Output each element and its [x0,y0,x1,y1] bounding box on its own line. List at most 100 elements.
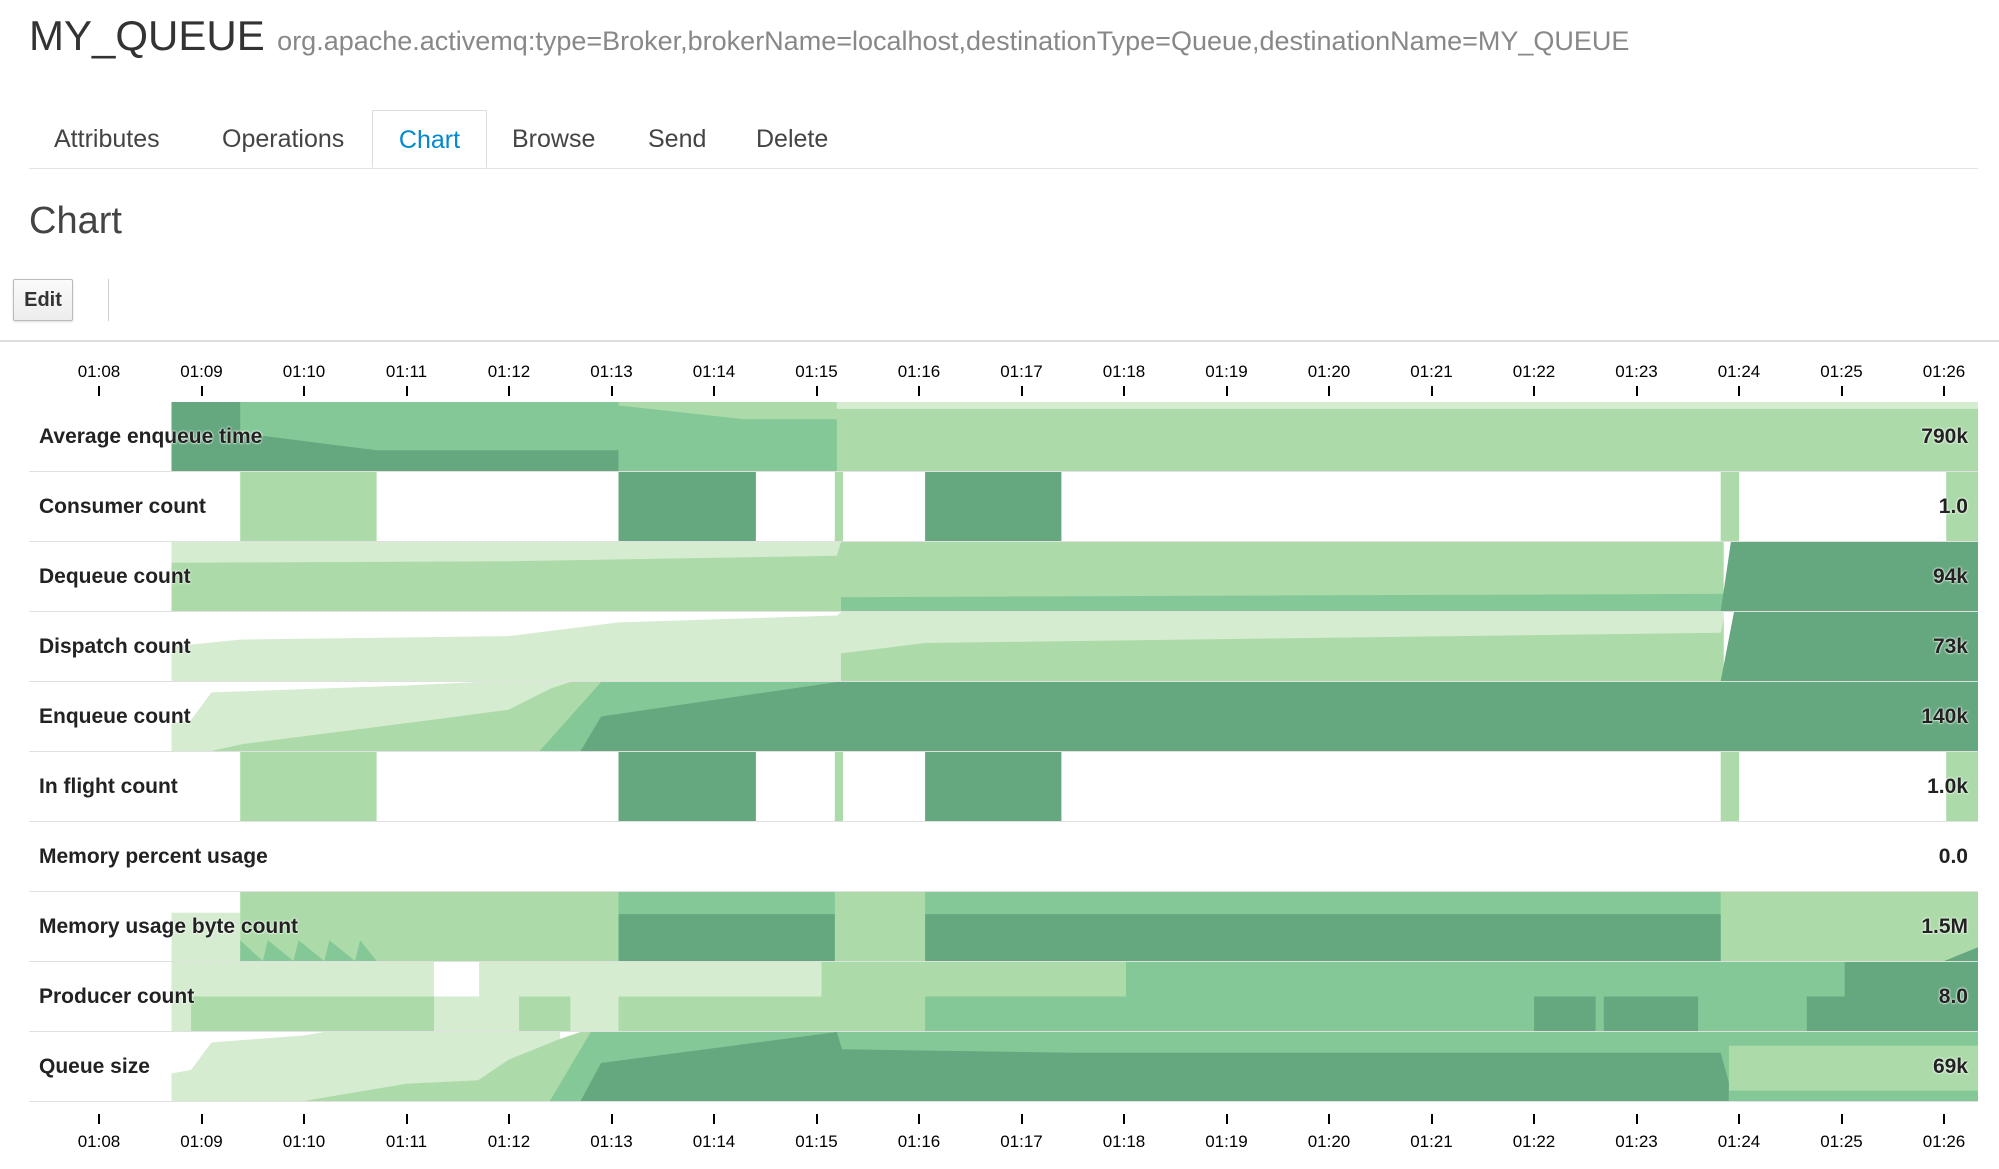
time-tick-mark [1328,1114,1330,1124]
time-tick-mark [815,1114,818,1124]
horizon-area [1720,472,1740,541]
horizon-area [1728,1045,1978,1101]
horizon-area [1728,1090,1978,1101]
horizon-area [240,752,377,821]
horizon-area [1946,752,1978,821]
time-tick-mark [1225,1114,1228,1124]
time-tick-mark [918,1114,920,1124]
time-tick-mark [98,1114,100,1124]
horizon-chart: Average enqueue time 790k Consumer count 1.… [29,402,1978,1102]
time-tick-mark [713,386,715,396]
time-tick-mark [1635,1114,1638,1124]
horizon-area [925,914,1721,961]
time-tick-label: 01:16 [897,362,941,381]
time-tick-mark [303,1114,305,1124]
time-axis-bottom: 01:08 01:09 01:10 01:11 01:12 01:13 01:14 01:15… [0,1114,1999,1154]
metric-label: In flight count [39,775,178,798]
tab-delete[interactable]: Delete [756,125,829,153]
metric-value: 73k [1932,635,1968,658]
metric-value: 1.5M [1921,915,1968,938]
time-tick-mark [1533,1114,1535,1124]
tab-browse[interactable]: Browse [512,125,596,153]
time-tick-label: 01:12 [487,362,531,381]
time-tick-mark [1020,1114,1023,1124]
horizon-band-dequeue-count [171,542,1978,611]
tab-send[interactable]: Send [648,125,707,153]
time-tick-label: 01:19 [1205,1132,1248,1151]
horizon-area [618,752,756,821]
horizon-band-in-flight-count [240,752,1978,821]
metric-row-memory-usage-byte-count: Memory usage byte count 1.5M [29,892,1978,962]
time-tick-mark [1328,386,1330,396]
horizon-band-memory-usage-byte-count [171,892,1978,961]
time-tick-label: 01:09 [180,1132,223,1151]
time-tick-label: 01:26 [1922,362,1966,381]
time-axis-top: 01:08 01:09 01:10 01:11 01:12 01:13 01:14 01:15… [0,362,1999,402]
time-tick-label: 01:23 [1615,1132,1658,1151]
metric-label: Dequeue count [39,565,191,588]
horizon-band-producer-count [171,962,1978,1031]
time-tick-label: 01:10 [282,1132,326,1151]
horizon-area [925,752,1062,821]
time-tick-mark [1533,386,1535,396]
time-tick-label: 01:16 [897,1132,941,1151]
time-tick-label: 01:13 [590,362,633,381]
metric-value: 140k [1921,705,1968,728]
horizon-area [925,962,1978,1031]
time-tick-label: 01:18 [1102,362,1146,381]
time-tick-label: 01:20 [1307,362,1351,381]
time-tick-label: 01:10 [282,362,326,381]
horizon-area [1946,472,1978,541]
time-tick-label: 01:22 [1512,362,1556,381]
horizon-band-queue-size [171,1032,1978,1101]
time-tick-label: 01:15 [795,1132,838,1151]
metric-value: 1.0 [1938,495,1968,518]
time-tick-mark [200,1114,203,1124]
edit-button[interactable]: Edit [13,279,73,321]
time-tick-label: 01:18 [1102,1132,1146,1151]
time-tick-label: 01:14 [692,362,736,381]
time-tick-label: 01:15 [795,362,838,381]
time-tick-label: 01:26 [1922,1132,1966,1151]
horizon-area [841,618,1724,681]
metric-row-consumer-count: Consumer count 1.0 [29,472,1978,542]
time-tick-mark [1635,386,1638,396]
time-tick-label: 01:11 [385,1132,428,1151]
time-tick-label: 01:20 [1307,1132,1351,1151]
time-tick-label: 01:12 [487,1132,531,1151]
time-tick-mark [1020,386,1023,396]
time-tick-mark [508,386,510,396]
metric-value: 94k [1932,565,1968,588]
metric-label: Memory percent usage [39,845,268,868]
time-tick-mark [1840,1114,1843,1124]
time-tick-mark [1225,386,1228,396]
time-tick-mark [610,1114,613,1124]
metric-label: Producer count [39,985,195,1008]
horizon-band-dispatch-count [171,612,1978,681]
horizon-area [171,402,619,471]
time-tick-mark [610,386,613,396]
page-header: MY_QUEUE org.apache.activemq:type=Broker… [29,12,1629,60]
time-tick-mark [918,386,920,396]
tab-attributes[interactable]: Attributes [54,125,160,153]
time-tick-label: 01:13 [590,1132,633,1151]
horizon-area [1720,542,1978,611]
horizon-band-average-enqueue-time [171,402,1978,471]
metric-label: Consumer count [39,495,206,518]
metric-label: Dispatch count [39,635,191,658]
time-tick-label: 01:22 [1512,1132,1556,1151]
time-tick-label: 01:17 [1000,362,1043,381]
horizon-band-enqueue-count [171,682,1978,751]
time-tick-mark [405,386,408,396]
metric-row-average-enqueue-time: Average enqueue time 790k [29,402,1978,472]
time-tick-mark [815,386,818,396]
horizon-area [834,752,843,821]
metric-value: 0.0 [1938,845,1968,868]
time-tick-label: 01:14 [692,1132,736,1151]
tab-operations[interactable]: Operations [222,125,345,153]
time-tick-mark [200,386,203,396]
metric-label: Queue size [39,1055,150,1078]
horizon-area [841,593,1724,611]
tab-chart[interactable]: Chart [372,110,487,168]
object-name: org.apache.activemq:type=Broker,brokerNa… [277,26,1630,56]
